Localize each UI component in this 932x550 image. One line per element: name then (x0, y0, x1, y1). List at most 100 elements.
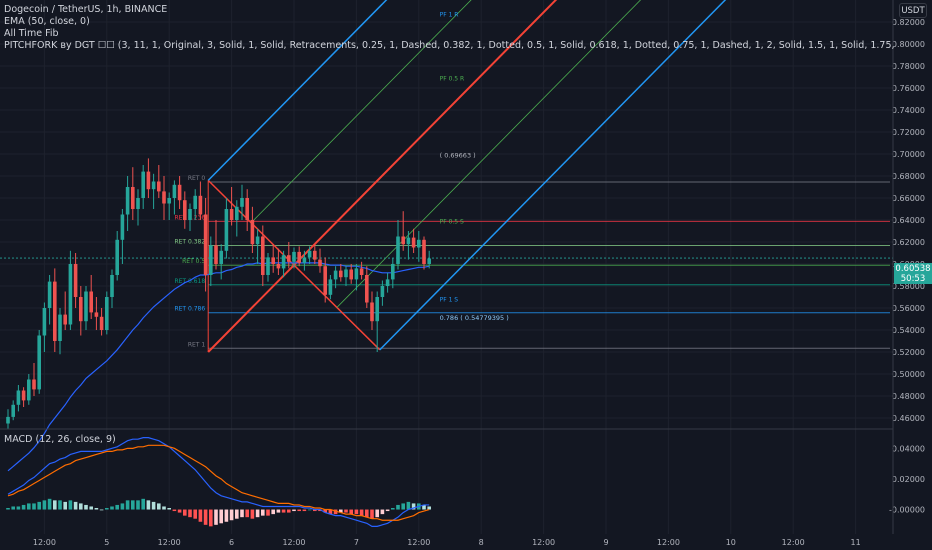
price-tick-label: 0.48000 (892, 392, 925, 401)
macd-histogram-bar (224, 509, 229, 522)
price-tick-label: 0.80000 (892, 40, 925, 49)
bar-countdown: 50:53 (900, 274, 926, 284)
time-tick-label: 12:00 (782, 538, 805, 547)
macd-histogram-bar (167, 508, 171, 510)
macd-histogram-bar (6, 508, 10, 510)
macd-histogram-bar (120, 503, 125, 510)
pitchfork-annotation: 0.786 ( 0.54779395 ) (440, 314, 509, 322)
macd-histogram-bar (63, 501, 67, 510)
macd-histogram-bar (16, 506, 21, 510)
price-tick-label: 0.78000 (892, 62, 925, 71)
pitchfork-legend[interactable]: PITCHFORK ву DGT ☐☐ (3, 11, 1, Original,… (4, 40, 894, 51)
macd-histogram-bar (344, 509, 348, 513)
candle-body (120, 214, 125, 240)
candle-body (427, 258, 431, 264)
candle-body (240, 198, 244, 207)
price-tick-label: 0.74000 (892, 106, 925, 115)
candle-body (250, 220, 255, 245)
price-tick-label: 0.82000 (892, 18, 925, 27)
candle-body (302, 257, 307, 263)
candle-body (214, 245, 218, 264)
macd-histogram-bar (349, 509, 353, 515)
macd-histogram-bar (172, 509, 177, 512)
candle-body (365, 275, 369, 303)
candle-body (209, 245, 213, 275)
price-tick-label: 0.54000 (892, 326, 925, 335)
candle-body (47, 281, 52, 308)
price-tick-label: 0.72000 (892, 128, 925, 137)
candle-body (94, 312, 99, 317)
fib-level-label: RET 0 (188, 175, 206, 182)
candle-body (79, 297, 83, 322)
macd-histogram-bar (115, 504, 119, 510)
fib-level-label: RET 0.382 (174, 239, 205, 246)
macd-histogram-bar (183, 509, 187, 516)
candle-body (203, 214, 208, 275)
candle-body (68, 264, 73, 325)
candle-body (141, 171, 145, 198)
pitchfork-annotation: ( 0.69663 ) (440, 151, 476, 159)
candle-body (183, 200, 187, 220)
macd-histogram-bar (131, 500, 135, 510)
macd-legend[interactable]: MACD (12, 26, close, 9) (4, 434, 116, 445)
macd-histogram-bar (271, 509, 275, 515)
macd-histogram-bar (391, 508, 395, 510)
macd-histogram-bar (188, 509, 192, 518)
pitchfork-label: PF 0.5 R (440, 75, 465, 82)
candle-body (172, 184, 177, 198)
candle-body (110, 275, 114, 297)
candle-body (198, 195, 203, 215)
price-tick-label: 0.64000 (892, 216, 925, 225)
currency-unit-button[interactable]: USDT (899, 3, 927, 18)
price-axis[interactable]: 0.82000 0.80000 0.78000 0.76000 0.74000 0.720… (892, 18, 925, 423)
fib-level-label: RET 1 (188, 341, 206, 348)
candle-body (146, 171, 151, 190)
macd-histogram-bar (177, 509, 182, 513)
fib-legend[interactable]: All Time Fib (4, 28, 59, 39)
candle-body (21, 390, 26, 401)
macd-histogram-bar (302, 509, 307, 512)
macd-histogram-bar (58, 500, 62, 510)
fib-level-label: RET 0.786 (174, 306, 205, 313)
pitchfork-label: PF 1 R (440, 12, 459, 19)
time-axis[interactable]: 12:00 5 12:00 6 12:00 7 12:00 8 12:00 9 12:00 10 12:… (33, 538, 861, 547)
candle-body (359, 268, 364, 275)
macd-histogram-bar (307, 509, 312, 511)
candle-body (177, 184, 182, 201)
time-tick-label: 12:00 (657, 538, 680, 547)
macd-histogram-bar (21, 504, 26, 510)
macd-histogram-bar (193, 509, 197, 519)
candle-body (318, 259, 322, 267)
macd-pane (6, 437, 431, 527)
macd-histogram-bar (422, 504, 426, 510)
time-tick-label: 12:00 (282, 538, 305, 547)
candle-body (32, 379, 36, 390)
pitchfork-inner-upper (250, 0, 472, 224)
candle-body (391, 264, 395, 280)
candle-body (385, 279, 390, 286)
price-tick-label: 0.56000 (892, 304, 925, 313)
candle-body (276, 264, 281, 269)
candle-body (11, 404, 15, 417)
macd-histogram-bar (339, 509, 343, 513)
candle-body (245, 198, 249, 220)
ema-legend[interactable]: EMA (50, close, 0) (4, 16, 90, 27)
candle-body (349, 269, 353, 280)
time-tick-label: 12:00 (407, 538, 430, 547)
symbol-legend[interactable]: Dogecoin / TetherUS, 1h, BINANCE (4, 4, 168, 15)
candle-body (73, 264, 78, 297)
candle-body (136, 198, 140, 209)
pitchfork-label: PF 0.5 S (440, 218, 464, 225)
macd-histogram-bar (203, 509, 208, 525)
macd-histogram-bar (380, 509, 385, 515)
candle-body (125, 187, 130, 215)
macd-histogram-bar (359, 509, 364, 516)
candle-body (281, 255, 286, 269)
macd-histogram-bar (99, 509, 104, 511)
candle-body (297, 251, 301, 263)
last-price-value: 0.60538 (895, 264, 931, 274)
time-tick-label: 11 (851, 538, 861, 547)
macd-histogram-bar (110, 506, 114, 510)
candle-body (380, 286, 385, 297)
